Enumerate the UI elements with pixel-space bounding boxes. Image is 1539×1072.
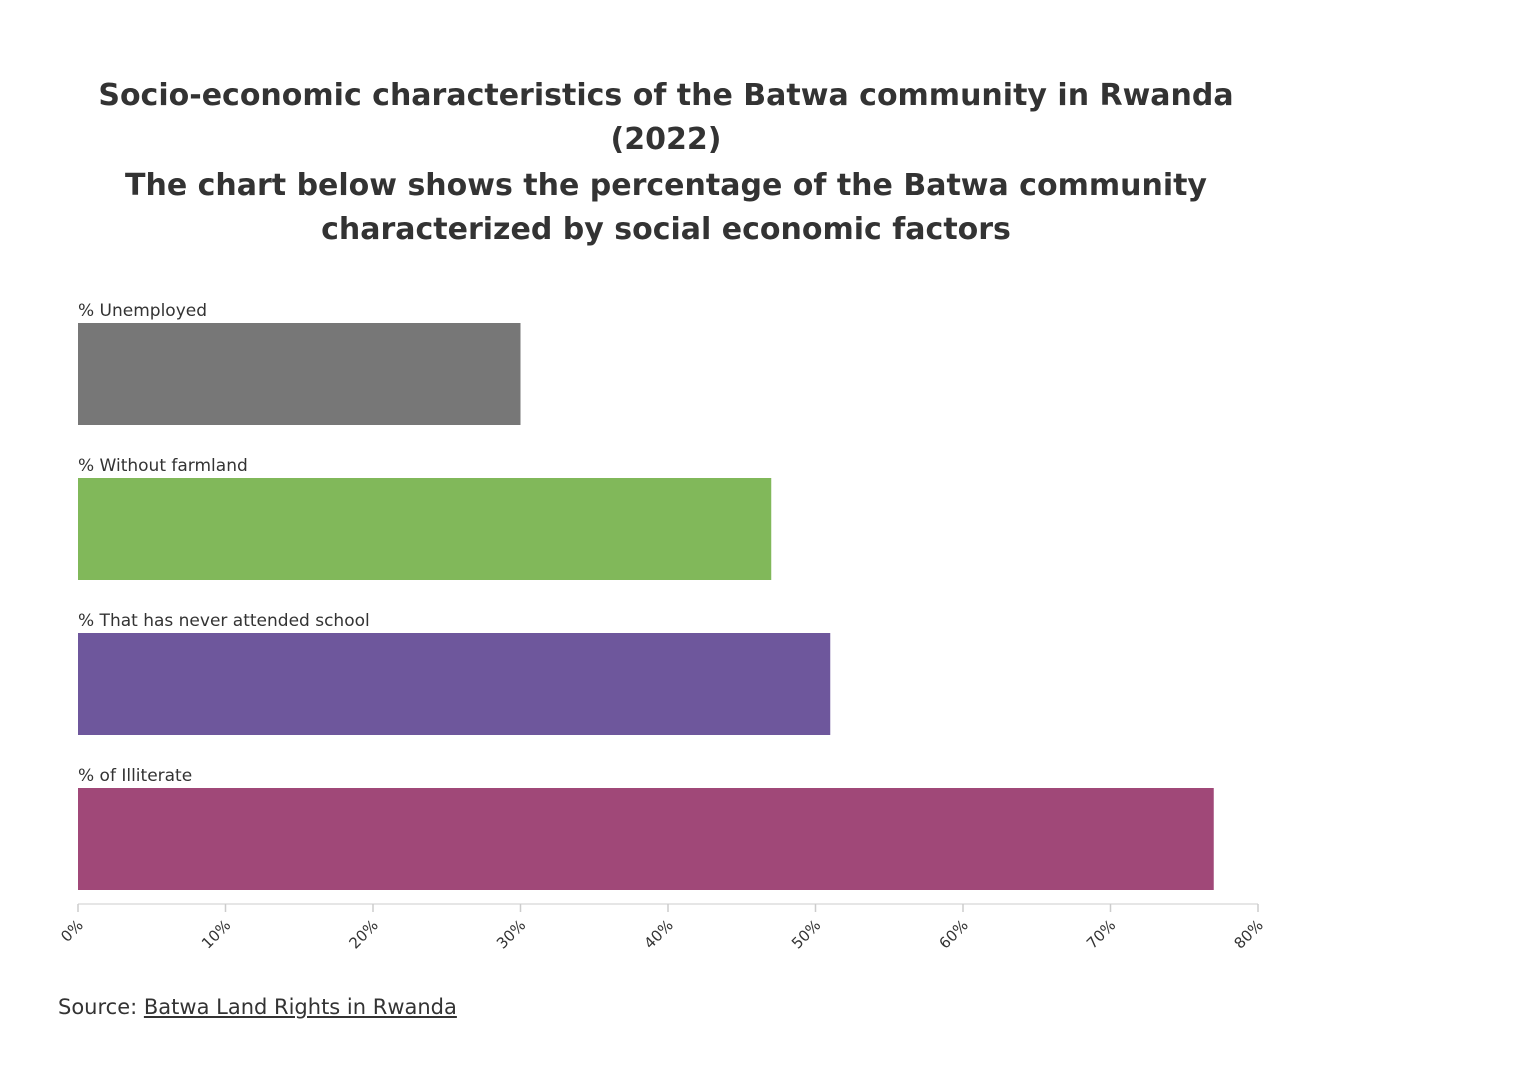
x-tick-label: 70% (1083, 916, 1119, 952)
x-tick-label: 50% (788, 916, 824, 952)
bars-layer (78, 323, 1214, 890)
x-tick-label: 80% (1231, 916, 1267, 952)
x-tick-label: 60% (936, 916, 972, 952)
category-label: % That has never attended school (78, 611, 370, 631)
category-label: % of Illiterate (78, 766, 192, 786)
bar[interactable] (78, 478, 772, 580)
x-tick-label: 20% (346, 916, 382, 952)
x-tick-label: 40% (641, 916, 677, 952)
x-tick-label: 30% (493, 916, 529, 952)
chart-title: Socio-economic characteristics of the Ba… (98, 78, 1234, 157)
category-labels-layer: % Unemployed % Without farmland % That has… (78, 301, 370, 786)
bar[interactable] (78, 788, 1214, 890)
bar[interactable] (78, 633, 831, 735)
chart-subtitle: The chart below shows the percentage of … (125, 168, 1207, 247)
x-tick-label: 0% (57, 916, 87, 946)
source-label: Source: (58, 995, 144, 1019)
category-label: % Unemployed (78, 301, 207, 321)
source-note: Source: Batwa Land Rights in Rwanda (58, 995, 457, 1019)
x-tick-label: 10% (198, 916, 234, 952)
bar[interactable] (78, 323, 521, 425)
x-axis: 0% 10% 20% 30% 40% 50% 60% 70% 80% (57, 903, 1267, 952)
bar-chart: % Unemployed % Without farmland % That has… (57, 301, 1267, 952)
category-label: % Without farmland (78, 456, 248, 476)
source-link[interactable]: Batwa Land Rights in Rwanda (143, 995, 457, 1019)
